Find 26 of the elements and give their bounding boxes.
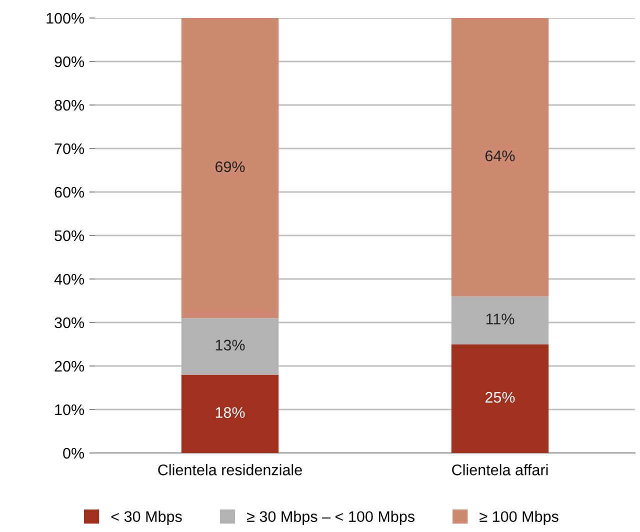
bar [181,374,279,453]
y-tick-label: 40% [54,274,84,285]
data-label: 69% [215,161,245,172]
legend-label: ≥ 30 Mbps – < 100 Mbps [247,510,414,526]
y-tick-label: 100% [46,12,84,24]
bar [451,344,549,453]
x-tick-label: Clientela residenziale [158,464,302,476]
x-tick-label: Clientela affari [452,464,548,476]
y-tick-label: 80% [54,100,84,111]
legend-label: < 30 Mbps [111,510,182,526]
bar [181,18,279,318]
y-tick-label: 50% [54,230,84,242]
y-tick-label: 90% [54,56,84,68]
y-tick-label: 10% [55,404,84,416]
y-tick-label: 20% [54,360,84,372]
data-label: 25% [485,392,515,403]
bar [451,18,549,296]
data-label: 11% [486,314,514,324]
y-tick-label: 60% [54,186,84,198]
data-label: 13% [216,340,245,351]
y-tick-label: 30% [54,317,84,328]
data-label: 64% [485,150,515,162]
y-tick-label: 0% [63,448,84,459]
y-tick-label: 70% [54,143,84,154]
data-label: 18% [216,407,245,418]
legend-label: ≥ 100 Mbps [480,510,558,526]
